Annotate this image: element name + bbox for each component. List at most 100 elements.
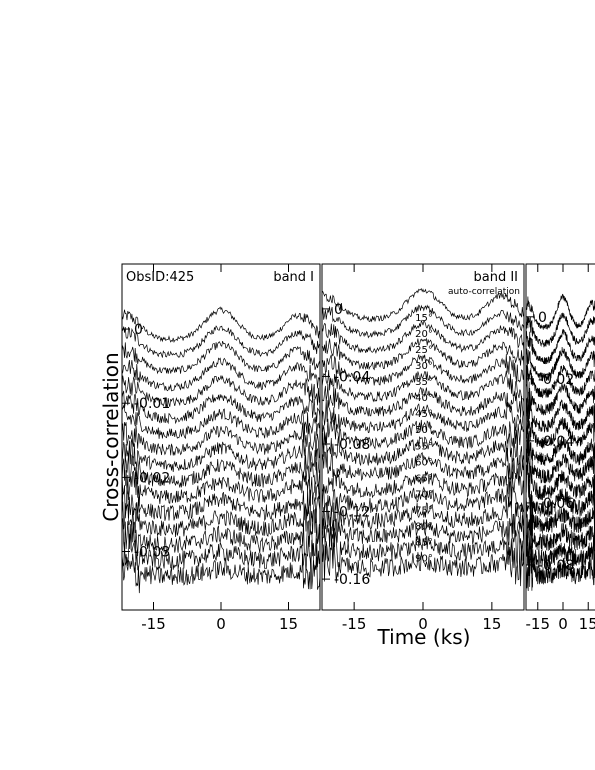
correlation-curve-15 bbox=[321, 513, 525, 549]
correlation-curve-10 bbox=[321, 431, 525, 467]
curves bbox=[525, 293, 595, 592]
correlation-curve-11 bbox=[525, 464, 595, 501]
panel-band-i: -15 0 15 0 -0.01 -0.02 -0.03 band I ObsID:425 bbox=[121, 263, 321, 633]
x-tick-label: -15 bbox=[141, 615, 166, 633]
correlation-curve-10 bbox=[525, 446, 595, 484]
correlation-curve-8 bbox=[121, 422, 321, 459]
angle-label: 60° bbox=[415, 457, 433, 468]
correlation-curve-13 bbox=[121, 501, 321, 544]
panel-title: band II bbox=[473, 270, 518, 285]
correlation-curve-7 bbox=[321, 384, 525, 418]
correlation-curve-7 bbox=[121, 404, 321, 440]
correlation-curve-5 bbox=[121, 375, 321, 408]
axis-titles: Cross-correlation Time (ks) bbox=[99, 352, 470, 649]
correlation-curve-9 bbox=[321, 418, 525, 450]
correlation-curve-13 bbox=[525, 497, 595, 536]
correlation-curve-5 bbox=[525, 364, 595, 399]
offset-label: -0.02 bbox=[538, 372, 574, 388]
offset-label: -0.12 bbox=[334, 505, 370, 521]
x-tick-label: -15 bbox=[526, 615, 551, 633]
x-tick-label: -15 bbox=[342, 615, 367, 633]
offset-label: -0.03 bbox=[134, 545, 170, 561]
correlation-curve-16 bbox=[321, 525, 525, 568]
correlation-curve-5 bbox=[321, 354, 525, 386]
correlation-curve-6 bbox=[525, 381, 595, 416]
angle-label: 75° bbox=[415, 505, 433, 516]
correlation-curve-1 bbox=[321, 287, 525, 323]
angle-label: 70° bbox=[415, 489, 433, 500]
angle-label: 40° bbox=[415, 393, 433, 404]
correlation-curve-9 bbox=[525, 431, 595, 466]
correlation-curve-6 bbox=[321, 369, 525, 403]
correlation-curve-3 bbox=[321, 319, 525, 354]
offset-label: -0.16 bbox=[334, 572, 370, 588]
curves bbox=[121, 306, 321, 594]
correlation-curve-6 bbox=[121, 390, 321, 425]
correlation-curve-14 bbox=[525, 514, 595, 555]
angle-label: 80° bbox=[415, 522, 433, 533]
angle-label: 55° bbox=[415, 441, 433, 452]
offset-label: 0 bbox=[538, 310, 547, 326]
correlation-curve-8 bbox=[525, 414, 595, 449]
offset-label: -0.06 bbox=[538, 496, 574, 512]
angle-label: 50° bbox=[415, 425, 433, 436]
correlation-curve-3 bbox=[525, 329, 595, 365]
obsid-label: ObsID:425 bbox=[126, 270, 194, 285]
correlation-curve-16 bbox=[121, 552, 321, 594]
correlation-curve-7 bbox=[525, 397, 595, 433]
correlation-curve-1 bbox=[525, 293, 595, 330]
correlation-curve-2 bbox=[525, 312, 595, 348]
correlation-curve-14 bbox=[321, 496, 525, 535]
x-tick-label: 0 bbox=[216, 615, 226, 633]
angle-label: 45° bbox=[415, 409, 433, 420]
angle-label: 20° bbox=[415, 329, 433, 340]
correlation-curve-8 bbox=[321, 400, 525, 434]
panel-band-iii: -15 0 15 0 -0.02 -0.04 -0.06 -0.08 bbox=[525, 263, 595, 633]
correlation-curve-13 bbox=[321, 481, 525, 515]
offset-label: -0.04 bbox=[334, 369, 370, 385]
x-tick-label: 15 bbox=[482, 615, 501, 633]
panel-subtitle: auto-correlation bbox=[448, 287, 520, 297]
correlation-curve-10 bbox=[121, 453, 321, 490]
correlation-curve-4 bbox=[322, 337, 525, 371]
offset-label: 0 bbox=[334, 302, 343, 318]
correlation-curve-12 bbox=[525, 482, 595, 520]
correlation-curve-12 bbox=[121, 485, 321, 524]
offset-label: -0.02 bbox=[134, 470, 170, 486]
offset-label: -0.08 bbox=[334, 437, 370, 453]
x-tick-label: 0 bbox=[418, 615, 428, 633]
curves bbox=[321, 287, 525, 587]
correlation-curve-15 bbox=[525, 532, 595, 574]
angle-label: 15° bbox=[415, 313, 433, 324]
y-axis-title: Cross-correlation bbox=[99, 352, 123, 521]
correlation-curve-4 bbox=[525, 346, 595, 382]
angle-label: 35° bbox=[415, 377, 433, 388]
angle-label: 30° bbox=[415, 361, 433, 372]
x-tick-label: 0 bbox=[558, 615, 568, 633]
correlation-curve-17 bbox=[321, 542, 525, 587]
offset-label: -0.08 bbox=[538, 558, 574, 574]
offset-label: 0 bbox=[134, 322, 143, 338]
angle-label: 90° bbox=[415, 554, 433, 565]
correlation-curve-14 bbox=[121, 518, 321, 558]
angle-label: 85° bbox=[415, 538, 433, 549]
panel-title: band I bbox=[273, 270, 314, 285]
correlation-curve-15 bbox=[121, 533, 321, 577]
x-tick-label: 15 bbox=[279, 615, 298, 633]
angle-label: 65° bbox=[415, 473, 433, 484]
panel-band-ii: -15 0 15 0 -0.04 -0.08 -0.12 -0.16 15° 20° 25° 30° 3… bbox=[321, 263, 525, 633]
offset-label: -0.01 bbox=[134, 396, 170, 412]
offset-label: -0.04 bbox=[538, 434, 574, 450]
angle-label: 25° bbox=[415, 345, 433, 356]
correlation-curve-11 bbox=[321, 447, 525, 483]
correlation-curve-3 bbox=[121, 340, 321, 375]
correlation-curve-2 bbox=[121, 325, 321, 358]
correlation-curve-1 bbox=[121, 306, 321, 344]
correlation-curve-4 bbox=[121, 357, 321, 392]
x-axis-title: Time (ks) bbox=[377, 625, 471, 649]
x-tick-label: 15 bbox=[579, 615, 595, 633]
correlation-curve-11 bbox=[121, 470, 321, 507]
correlation-curve-9 bbox=[121, 438, 321, 473]
